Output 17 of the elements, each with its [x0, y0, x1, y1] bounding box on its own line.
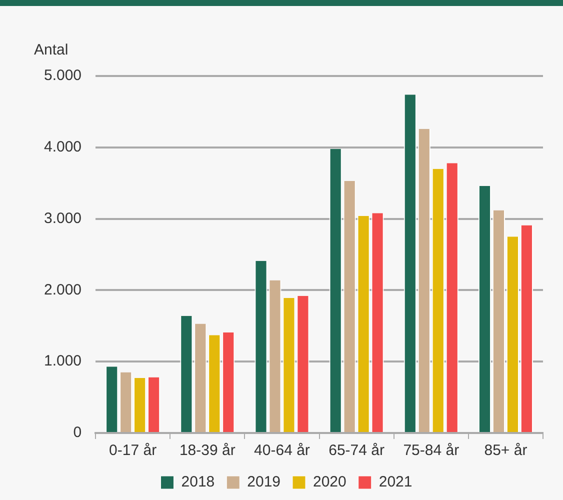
x-tick-label: 0-17 år: [109, 442, 157, 460]
y-axis-title: Antal: [34, 42, 68, 59]
y-tick-label: 5.000: [44, 67, 82, 84]
y-tick-label: 4.000: [44, 138, 82, 156]
legend-label: 2018: [181, 474, 215, 491]
x-tick-label: 18-39 år: [179, 442, 236, 460]
legend-label: 2019: [247, 474, 281, 491]
y-tick-label: 1.000: [44, 352, 82, 370]
x-tick-label: 40-64 år: [254, 442, 310, 460]
x-tick-label: 65-74 år: [328, 442, 384, 460]
y-tick-label: 3.000: [44, 210, 82, 227]
x-tick-label: 75-84 år: [403, 442, 460, 460]
legend-label: 2020: [313, 474, 346, 491]
y-tick-label: 0: [73, 424, 82, 442]
x-tick-label: 85+ år: [484, 442, 528, 460]
y-tick-label: 2.000: [44, 281, 82, 298]
legend-label: 2021: [378, 474, 412, 491]
